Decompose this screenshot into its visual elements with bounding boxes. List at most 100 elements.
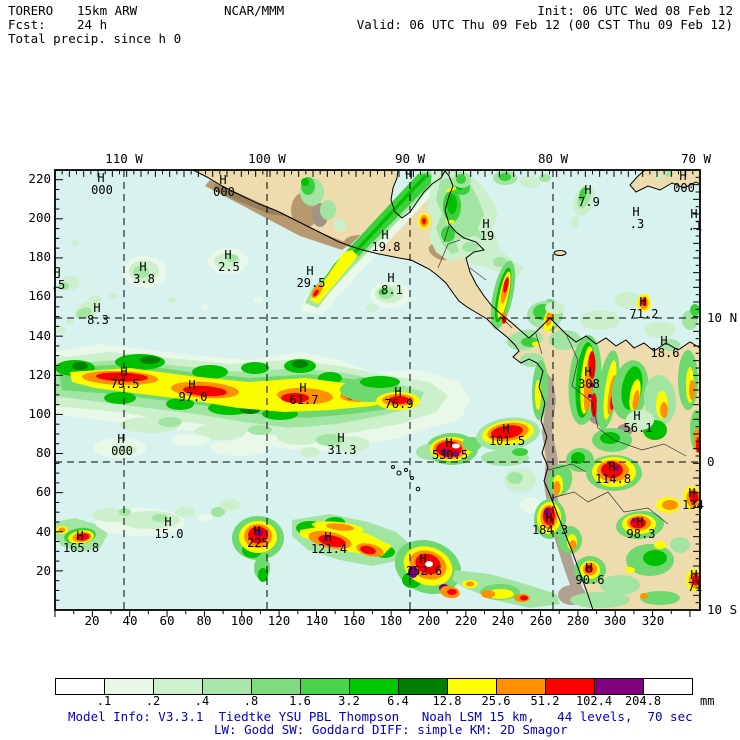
h-value: 252.6 [406,564,442,578]
colorbar-threshold: .4 [194,694,210,708]
left-axis-label: 120 [28,367,51,382]
h-marker: H [482,217,489,231]
h-marker: H [639,295,646,309]
left-axis-label: 60 [36,484,51,499]
h-marker: H [502,422,509,436]
left-axis-label: 160 [28,288,51,303]
h-marker: H [445,436,452,450]
left-axis-label: 140 [28,328,51,343]
model-info-line2: LW: Godd SW: Goddard DIFF: simple KM: 2D… [214,722,568,737]
colorbar-box [545,678,595,695]
galapagos-islands [391,465,421,492]
bottom-axis-label: 280 [567,613,590,628]
init-time: Init: 06 UTC Wed 08 Feb 12 [537,3,733,18]
bottom-axis-label: 260 [530,613,553,628]
right-axis-label: 0 [707,454,715,469]
model-name: TORERO [8,3,54,18]
colorbar-threshold: 51.2 [530,694,560,708]
h-value: 8.3 [87,313,109,327]
colorbar-box [398,678,448,695]
h-value: 2.5 [218,260,240,274]
h-marker: H [688,486,695,500]
h-marker: H [585,561,592,575]
top-axis-label: 100 W [248,151,286,166]
h-value: 121.4 [311,542,347,556]
h-value: 71 [688,580,702,594]
h-marker: H [299,381,306,395]
h-marker: H [660,334,667,348]
valid-time: Valid: 06 UTC Thu 09 Feb 12 (00 CST Thu … [356,17,733,32]
h-value: 101.5 [489,434,525,448]
h-value: 56.1 [624,421,653,435]
coastlines [192,170,700,610]
h-marker: H [690,568,697,582]
h-value: .5 [51,278,65,292]
h-value: 18.6 [651,346,680,360]
h-value: 134 [682,498,704,512]
left-axis-labels: 220 200 180 160 140 120 100 80 60 40 20 [28,171,51,578]
bottom-axis-label: 20 [84,613,99,628]
fcst-hours: 24 h [77,17,108,32]
landmass [193,170,700,610]
colorbar-box [496,678,546,695]
top-axis-labels: 110 W 100 W 90 W 80 W 70 W [105,151,711,166]
colorbar-threshold: 25.6 [481,694,511,708]
h-value: 31.3 [328,443,357,457]
colorbar-threshold: 204.8 [624,694,662,708]
bottom-axis-label: 120 [268,613,291,628]
h-value: 308 [578,377,600,391]
h-value: 97.0 [179,390,208,404]
top-axis-label: 90 W [395,151,426,166]
h-marker: H [324,530,331,544]
fcst-label: Fcst: [8,17,46,32]
h-value: 90.6 [576,573,605,587]
h-marker: H [53,266,60,280]
bottom-axis-label: 100 [231,613,254,628]
h-marker: H [405,168,412,182]
colorbar-units: mm [700,694,715,708]
h-value: 225 [247,536,269,550]
colorbar-box [55,678,105,695]
h-value: 61.7 [290,393,319,407]
bottom-axis-label: 140 [306,613,329,628]
colorbar-box [447,678,497,695]
bottom-axis-label: 200 [418,613,441,628]
h-value: 000 [213,185,235,199]
h-marker: H [584,183,591,197]
h-value: .1 [688,219,702,233]
h-value: 184.3 [532,523,568,537]
h-marker: H [97,171,104,185]
colorbar-threshold: 12.8 [432,694,462,708]
h-value: 7.9 [578,195,600,209]
right-axis-labels: 10 N 0 10 S [707,310,737,617]
h-marker: H [139,260,146,274]
org-name: NCAR/MMM [224,3,285,18]
h-value: 000 [91,183,113,197]
colorbar-box [153,678,203,695]
h-marker: H [164,515,171,529]
colorbar-threshold: 6.4 [387,694,409,708]
h-marker: H [337,431,344,445]
h-value: 98.3 [627,527,656,541]
bottom-axis-label: 60 [159,613,174,628]
left-axis-label: 220 [28,171,51,186]
bottom-axis-label: 160 [343,613,366,628]
left-axis-label: 200 [28,210,51,225]
h-value: 000 [673,181,695,195]
bottom-axis-label: 220 [455,613,478,628]
colorbar-threshold: .2 [145,694,161,708]
latlon-gridlines [55,170,700,610]
h-marker: H [219,173,226,187]
h-marker: H [690,207,697,221]
h-marker: H [636,515,643,529]
colorbar-box [202,678,252,695]
bottom-axis-label: 320 [642,613,665,628]
bottom-axis-labels: 20 40 60 80 100 120 140 160 180 200 220 240 260 280 30… [84,613,664,628]
h-marker: H [120,365,127,379]
colorbar-threshold: .8 [243,694,259,708]
h-marker: H [188,378,195,392]
h-value: 19.8 [372,240,401,254]
precip-field [55,170,700,608]
bottom-axis-label: 80 [196,613,211,628]
